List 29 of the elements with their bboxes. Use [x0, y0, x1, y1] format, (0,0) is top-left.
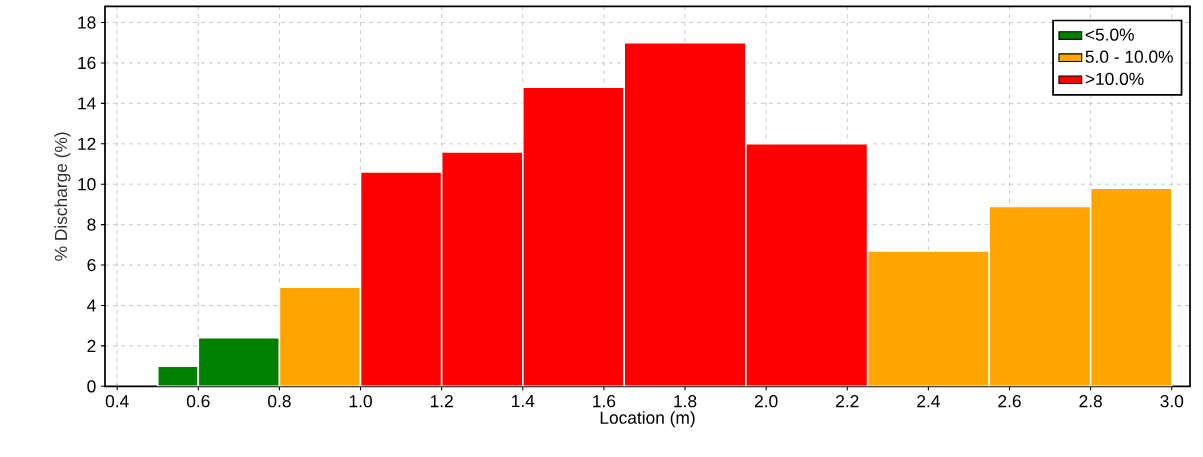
- x-tick-label: 2.0: [754, 395, 778, 408]
- x-tick-label: 1.4: [512, 395, 535, 407]
- y-tick-label: 14: [78, 97, 96, 110]
- y-tick-label: 10: [78, 178, 96, 191]
- x-tick-label: 0.8: [268, 395, 291, 408]
- x-tick-label: 1.8: [674, 395, 697, 408]
- legend-label: <5.0%: [1085, 28, 1134, 41]
- x-tick-label: 2.6: [998, 395, 1021, 408]
- y-tick-label: 6: [87, 258, 96, 272]
- y-tick-label: 16: [78, 56, 96, 70]
- legend-label: 5.0 - 10.0%: [1085, 50, 1173, 63]
- y-tick-label: 0: [87, 380, 96, 393]
- legend-label: >10.0%: [1085, 72, 1144, 85]
- x-tick-label: 2.2: [836, 395, 859, 408]
- y-tick-label: 4: [87, 299, 96, 312]
- x-tick-label: 0.4: [105, 395, 129, 408]
- y-tick-label: 2: [87, 339, 96, 352]
- y-tick-label: 8: [87, 218, 96, 231]
- x-tick-label: 1.6: [593, 395, 616, 408]
- y-axis-title: % Discharge (%): [54, 132, 71, 261]
- x-tick-label: 2.4: [917, 395, 940, 408]
- x-tick-label: 1.0: [349, 395, 372, 408]
- x-tick-label: 1.2: [430, 395, 453, 408]
- y-tick-label: 18: [78, 16, 96, 29]
- y-tick-label: 12: [78, 137, 96, 150]
- x-tick-label: 0.6: [186, 395, 210, 408]
- x-tick-label: 3.0: [1160, 395, 1184, 408]
- x-tick-label: 2.8: [1079, 395, 1102, 408]
- x-axis-title: Location (m): [600, 411, 695, 428]
